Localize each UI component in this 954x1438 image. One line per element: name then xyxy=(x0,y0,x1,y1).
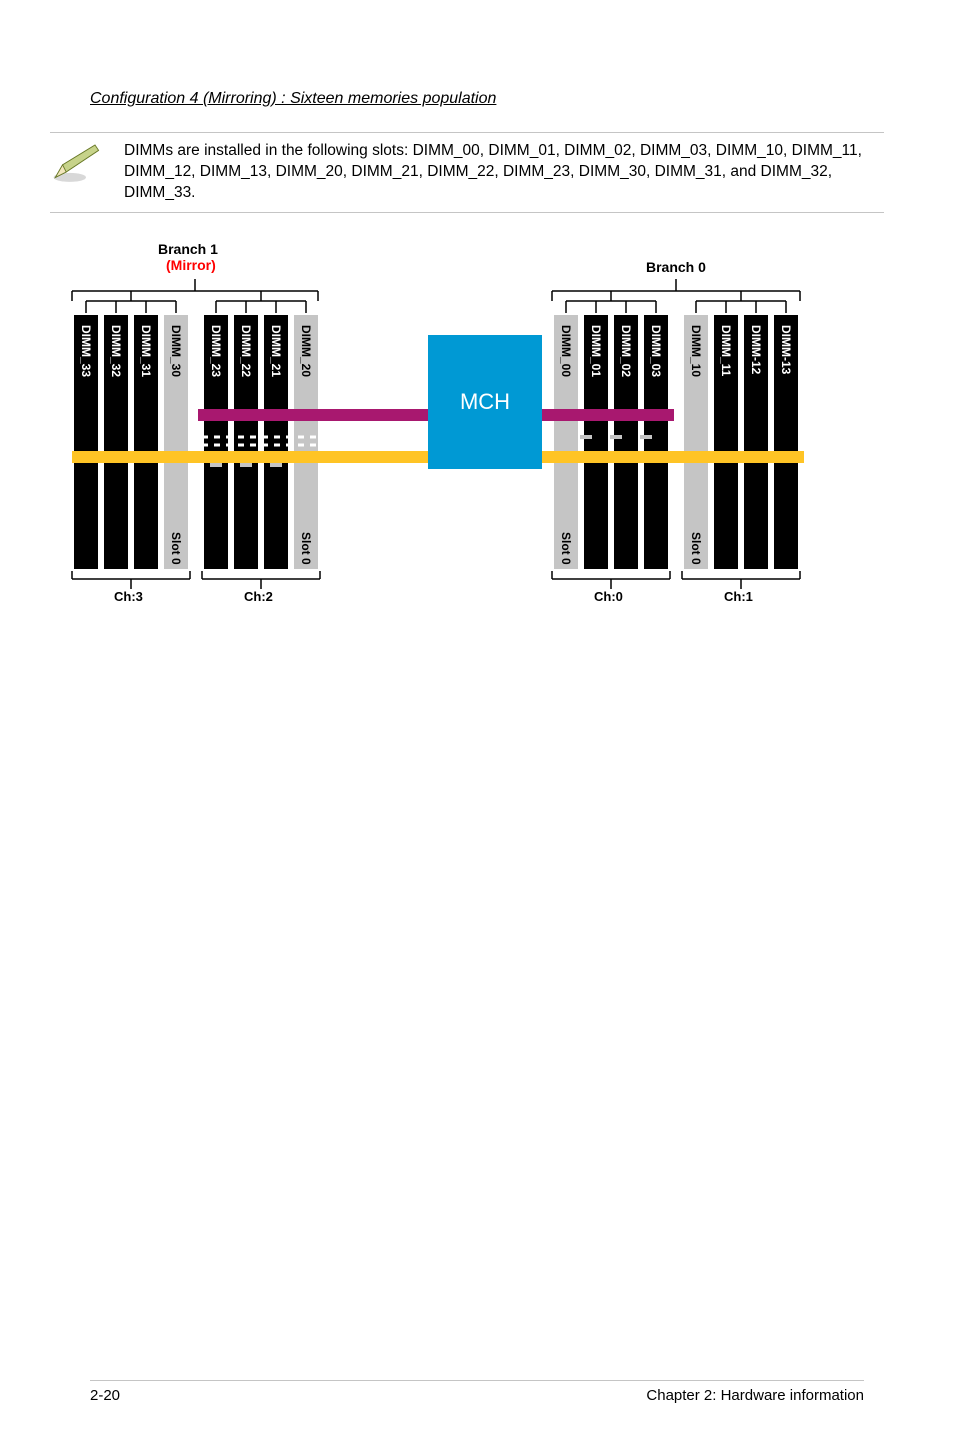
pencil-icon xyxy=(50,141,104,190)
dimm-label: DIMM_31 xyxy=(139,325,153,377)
dimm-label: DIMM_10 xyxy=(689,325,703,377)
dimm-label: DIMM-12 xyxy=(749,325,763,374)
dimm-slot: DIMM_32 Slot 2 xyxy=(104,315,128,569)
page-number: 2-20 xyxy=(90,1387,120,1404)
dimm-slot: DIMM_01 Slot 1 xyxy=(584,315,608,569)
dimm-slot: DIMM_11 Slot 1 xyxy=(714,315,738,569)
bus-left-yellow xyxy=(72,451,428,463)
slot-label: Slot 0 xyxy=(689,532,703,565)
dimm-slot: DIMM_22 Slot 2 xyxy=(234,315,258,569)
note-text: DIMMs are installed in the following slo… xyxy=(124,141,880,204)
mch-chip: MCH xyxy=(428,335,542,469)
slot-label: Slot 1 xyxy=(139,532,153,565)
dimm-label: DIMM_00 xyxy=(559,325,573,377)
dimm-label: DIMM_21 xyxy=(269,325,283,377)
dimm-label: DIMM_32 xyxy=(109,325,123,377)
slot-label: Slot 0 xyxy=(169,532,183,565)
dimm-slot: DIMM_03 Slot 3 xyxy=(644,315,668,569)
note-row: DIMMs are installed in the following slo… xyxy=(50,132,884,213)
dimm-label: DIMM_20 xyxy=(299,325,313,377)
dimm-slot: DIMM_20 Slot 0 xyxy=(294,315,318,569)
dimm-label: DIMM_02 xyxy=(619,325,633,377)
dimm-slot: DIMM_31 Slot 1 xyxy=(134,315,158,569)
slot-label: Slot 2 xyxy=(749,532,763,565)
config-heading: Configuration 4 (Mirroring) : Sixteen me… xyxy=(90,90,864,108)
slot-label: Slot 0 xyxy=(559,532,573,565)
dimm-label: DIMM_23 xyxy=(209,325,223,377)
dimm-slot: DIMM_21 Slot 1 xyxy=(264,315,288,569)
dimm-slot: DIMM_02 Slot 2 xyxy=(614,315,638,569)
slot-label: Slot 2 xyxy=(619,532,633,565)
dimm-label: DIMM_30 xyxy=(169,325,183,377)
dimm-label: DIMM-13 xyxy=(779,325,793,374)
slot-label: Slot 3 xyxy=(649,532,663,565)
dimm-label: DIMM_11 xyxy=(719,325,733,376)
slot-label: Slot 1 xyxy=(269,532,283,565)
slot-label: Slot 3 xyxy=(209,532,223,565)
dimm-slot: DIMM_23 Slot 3 xyxy=(204,315,228,569)
dimm-slot: DIMM_10 Slot 0 xyxy=(684,315,708,569)
slot-label: Slot 1 xyxy=(719,532,733,565)
dimm-label: DIMM_01 xyxy=(589,325,603,377)
dimm-slot: DIMM_33 Slot 3 xyxy=(74,315,98,569)
bus-right-yellow xyxy=(542,451,804,463)
slot-label: Slot 2 xyxy=(239,532,253,565)
channel-label: Ch:2 xyxy=(244,589,273,604)
dimm-slot: DIMM-13 Slot 3 xyxy=(774,315,798,569)
page-footer: 2-20 Chapter 2: Hardware information xyxy=(90,1380,864,1404)
dimm-label: DIMM_22 xyxy=(239,325,253,377)
channel-label: Ch:0 xyxy=(594,589,623,604)
channel-label: Ch:1 xyxy=(724,589,753,604)
slot-label: Slot 3 xyxy=(79,532,93,565)
dimm-label: DIMM_03 xyxy=(649,325,663,377)
memory-diagram: Branch 1 (Mirror) Branch 0 xyxy=(50,241,884,671)
slot-label: Slot 1 xyxy=(589,532,603,565)
slot-label: Slot 2 xyxy=(109,532,123,565)
slot-label: Slot 0 xyxy=(299,532,313,565)
dimm-slot: DIMM_30 Slot 0 xyxy=(164,315,188,569)
bus-right-magenta xyxy=(542,409,674,421)
bus-left-magenta xyxy=(198,409,428,421)
channel-label: Ch:3 xyxy=(114,589,143,604)
dimm-slot: DIMM_00 Slot 0 xyxy=(554,315,578,569)
chapter-label: Chapter 2: Hardware information xyxy=(646,1387,864,1404)
slot-label: Slot 3 xyxy=(779,532,793,565)
dimm-label: DIMM_33 xyxy=(79,325,93,377)
dimm-slot: DIMM-12 Slot 2 xyxy=(744,315,768,569)
